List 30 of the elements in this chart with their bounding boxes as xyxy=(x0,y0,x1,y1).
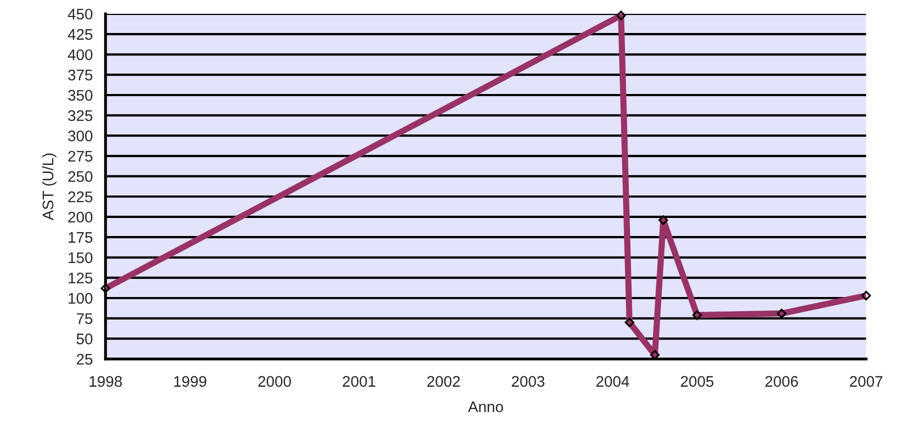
y-tick-label: 350 xyxy=(68,90,92,101)
x-tick-label: 2005 xyxy=(680,376,714,387)
y-tick-label: 50 xyxy=(76,334,92,344)
y-tick-label: 75 xyxy=(76,313,92,324)
x-tick-label: 2002 xyxy=(427,376,460,387)
y-axis-title: AST (U/L) xyxy=(42,154,56,220)
x-tick-label: 2007 xyxy=(850,376,882,387)
y-tick-label: 200 xyxy=(68,212,92,223)
x-tick-label: 2003 xyxy=(512,376,544,387)
y-tick-label: 175 xyxy=(68,232,92,243)
y-tick-label: 250 xyxy=(68,171,92,182)
y-tick-label: 450 xyxy=(68,8,92,20)
y-tick-label: 275 xyxy=(68,150,92,162)
x-tick-label: 2006 xyxy=(765,376,798,387)
x-tick-label: 1999 xyxy=(174,376,206,387)
y-tick-label: 400 xyxy=(68,49,92,60)
x-axis-title: Anno xyxy=(468,402,504,412)
y-tick-label: 100 xyxy=(68,292,92,304)
x-tick-label: 2004 xyxy=(596,376,630,387)
x-tick-label: 2001 xyxy=(342,376,376,387)
y-tick-label: 125 xyxy=(68,272,92,284)
y-tick-label: 150 xyxy=(68,252,92,264)
x-tick-label: 1998 xyxy=(90,376,122,387)
y-tick-label: 375 xyxy=(68,70,92,80)
y-tick-label: 25 xyxy=(76,354,92,365)
y-tick-label: 225 xyxy=(68,191,92,202)
y-tick-label: 300 xyxy=(68,130,92,142)
y-tick-label: 325 xyxy=(68,110,92,122)
y-tick-label: 425 xyxy=(68,29,92,40)
x-tick-label: 2000 xyxy=(258,376,291,387)
